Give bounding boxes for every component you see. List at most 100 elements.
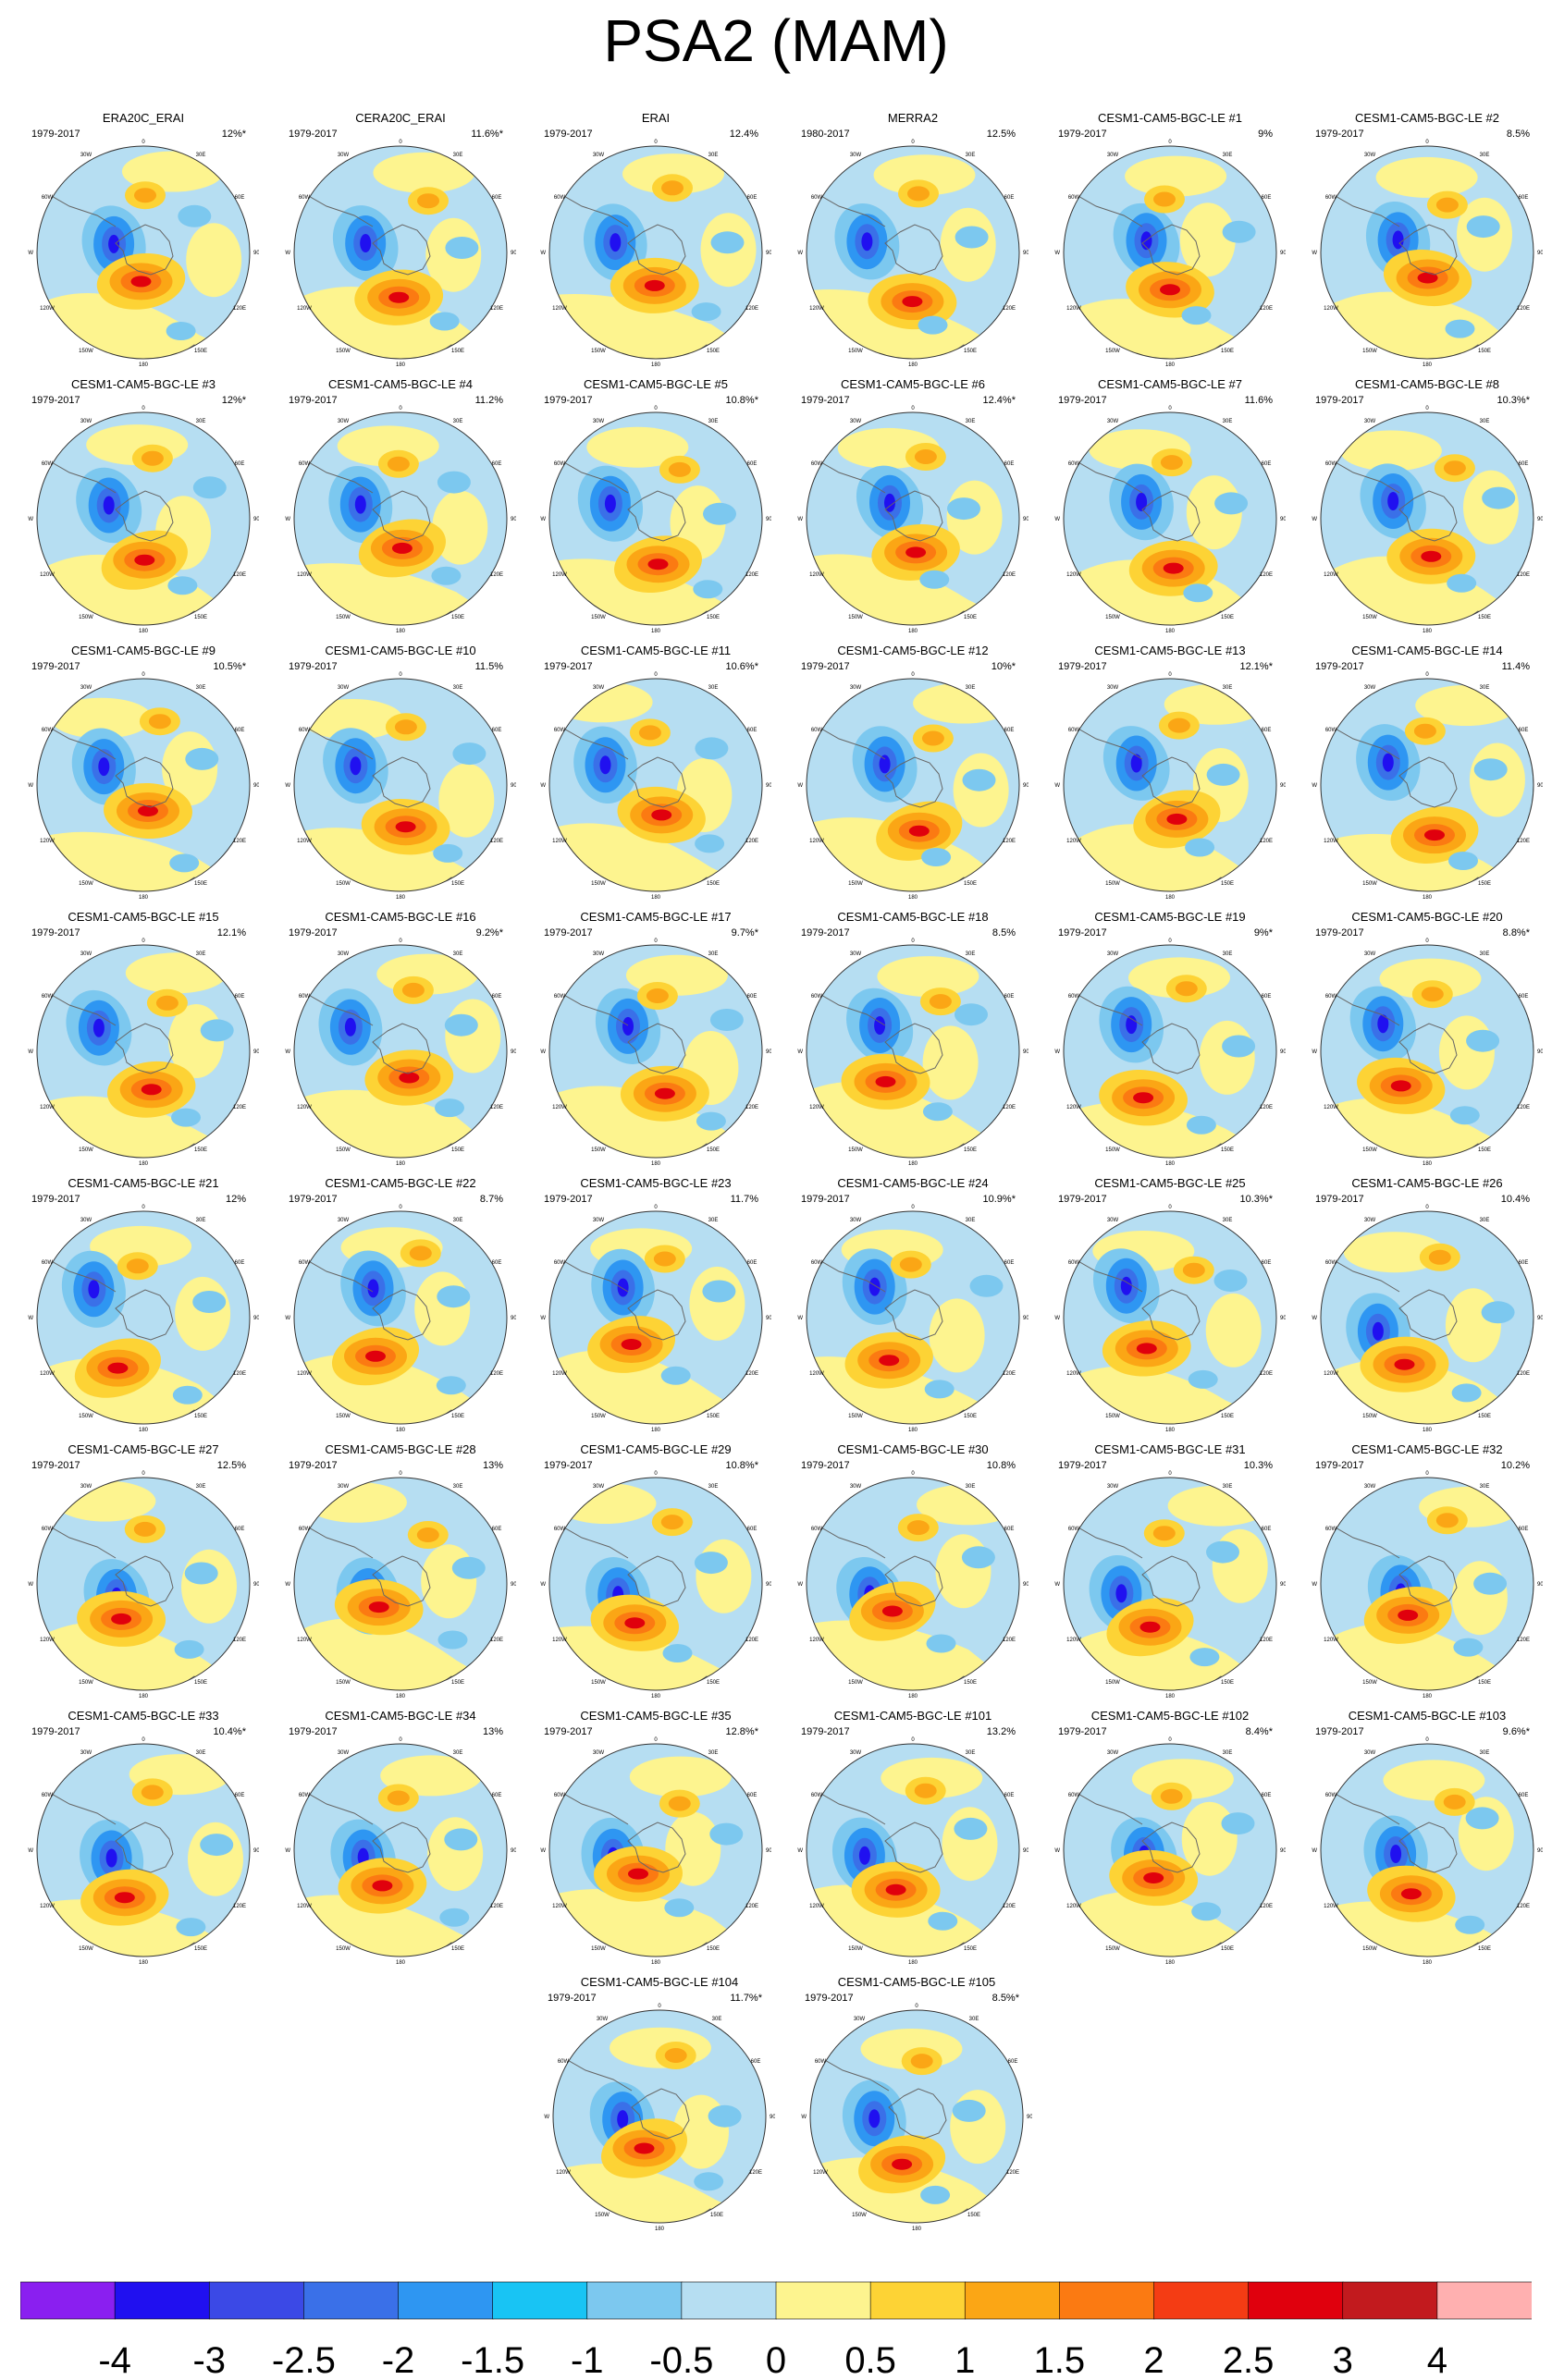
longitude-label: 90E	[1280, 517, 1286, 522]
polar-map: 0 30W 30E 60W 60E 90W 90E 120W 120E 150W 150E 180	[1312, 406, 1543, 634]
longitude-label: 150W	[336, 1946, 351, 1952]
longitude-label: 90E	[1537, 251, 1543, 256]
panel-period: 1979-2017	[801, 661, 850, 672]
longitude-label: 0	[1425, 1737, 1429, 1743]
colorbar-swatch	[492, 2281, 588, 2320]
colorbar-label: 0	[766, 2340, 786, 2376]
coastline	[807, 453, 886, 494]
panel-title: CESM1-CAM5-BGC-LE #23	[580, 1176, 732, 1190]
antarctica-outline	[884, 1555, 943, 1607]
colorbar-label: 3	[1333, 2340, 1353, 2376]
panel-period: 1979-2017	[1058, 661, 1107, 672]
colorbar-label: -4	[98, 2340, 131, 2376]
panel-title: CESM1-CAM5-BGC-LE #35	[580, 1709, 732, 1723]
longitude-label: 150E	[194, 1147, 207, 1153]
longitude-label: 150E	[707, 1680, 720, 1686]
longitude-label: 150E	[451, 1147, 464, 1153]
longitude-label: 90W	[540, 1582, 546, 1588]
antarctica-outline	[372, 1555, 431, 1607]
longitude-label: 60E	[492, 1260, 502, 1266]
longitude-label: 0	[142, 939, 145, 944]
longitude-label: 30W	[338, 1484, 350, 1490]
longitude-label: 150W	[1105, 1946, 1120, 1952]
panel-title: CESM1-CAM5-BGC-LE #19	[1094, 910, 1246, 924]
longitude-label: 180	[908, 1428, 918, 1433]
longitude-label: 60E	[492, 1527, 502, 1532]
longitude-label: 180	[396, 1694, 406, 1699]
longitude-label: 90W	[797, 1049, 803, 1055]
colorbar-swatch	[208, 2281, 305, 2320]
longitude-label: 150E	[707, 881, 720, 887]
longitude-label: 120W	[552, 306, 567, 312]
longitude-label: 150E	[1478, 1147, 1491, 1153]
polar-map: 0 30W 30E 60W 60E 90W 90E 120W 120E 150W 150E 180	[1054, 140, 1286, 368]
antarctica-outline	[115, 224, 174, 276]
longitude-label: 120W	[1324, 572, 1338, 578]
polar-map: 0 30W 30E 60W 60E 90W 90E 120W 120E 150W 150E 180	[285, 1205, 516, 1433]
panel-title: CESM1-CAM5-BGC-LE #20	[1351, 910, 1503, 924]
longitude-label: 0	[1168, 672, 1172, 678]
longitude-label: 150W	[848, 1946, 863, 1952]
longitude-label: 120W	[40, 1638, 55, 1643]
antarctica-outline	[627, 224, 686, 276]
longitude-label: 90E	[253, 1316, 259, 1321]
panel-variance-pct: 10.8%	[986, 1460, 1016, 1471]
colorbar-label: -3	[192, 2340, 226, 2376]
longitude-label: 30E	[966, 685, 976, 691]
panel-variance-pct: 11.6%	[1244, 395, 1273, 406]
longitude-label: 90E	[1023, 783, 1029, 789]
longitude-label: 90W	[285, 251, 290, 256]
longitude-label: 60W	[811, 1527, 823, 1532]
longitude-label: 120W	[1066, 1105, 1081, 1110]
longitude-label: 90W	[285, 783, 290, 789]
longitude-label: 60W	[811, 195, 823, 201]
longitude-label: 90E	[1280, 1582, 1286, 1588]
coastline	[294, 1785, 374, 1825]
polar-map: 0 30W 30E 60W 60E 90W 90E 120W 120E 150W 150E 180	[1312, 939, 1543, 1167]
longitude-label: 30W	[338, 1218, 350, 1223]
longitude-label: 180	[396, 895, 406, 901]
longitude-label: 150E	[964, 881, 977, 887]
longitude-label: 90E	[1023, 517, 1029, 522]
longitude-label: 60W	[1325, 1527, 1337, 1532]
longitude-label: 30E	[196, 951, 206, 957]
longitude-label: 30E	[966, 1218, 976, 1223]
panel-variance-pct: 10.8%*	[725, 395, 758, 406]
longitude-label: 90W	[285, 517, 290, 522]
coastline	[294, 719, 374, 760]
longitude-label: 120E	[233, 1638, 246, 1643]
colorbar-label: 1	[955, 2340, 975, 2376]
longitude-label: 60W	[299, 195, 311, 201]
longitude-label: 180	[651, 1428, 661, 1433]
longitude-label: 180	[139, 1428, 149, 1433]
longitude-label: 0	[911, 1205, 915, 1210]
longitude-label: 60E	[1004, 994, 1015, 1000]
polar-map: 0 30W 30E 60W 60E 90W 90E 120W 120E 150W 150E 180	[1312, 1471, 1543, 1699]
antarctica-outline	[1398, 1822, 1458, 1873]
longitude-label: 0	[1168, 1737, 1172, 1743]
coastline	[549, 187, 629, 227]
longitude-label: 150E	[967, 2213, 980, 2218]
longitude-label: 150E	[1478, 1946, 1491, 1952]
longitude-label: 150E	[964, 1946, 977, 1952]
longitude-label: 180	[139, 1161, 149, 1167]
panel-title: ERA20C_ERAI	[102, 111, 185, 125]
colorbar-swatch	[1059, 2281, 1155, 2320]
longitude-label: 30E	[453, 153, 463, 158]
antarctica-outline	[1141, 490, 1201, 542]
antarctica-outline	[115, 756, 174, 808]
longitude-label: 150W	[591, 881, 606, 887]
longitude-label: 30W	[338, 685, 350, 691]
longitude-label: 180	[651, 895, 661, 901]
panel-variance-pct: 10.9%*	[982, 1194, 1016, 1205]
longitude-label: 90W	[28, 1582, 33, 1588]
longitude-label: 180	[1165, 362, 1176, 368]
longitude-label: 0	[654, 672, 658, 678]
longitude-label: 180	[651, 362, 661, 368]
longitude-label: 30E	[1223, 153, 1233, 158]
longitude-label: 180	[908, 1960, 918, 1966]
map-panel: CESM1-CAM5-BGC-LE #10 1979-2017 11.5% 0 30W 3…	[276, 642, 525, 905]
longitude-label: 60W	[299, 1793, 311, 1798]
longitude-label: 150W	[79, 1680, 93, 1686]
longitude-label: 150W	[852, 2213, 867, 2218]
